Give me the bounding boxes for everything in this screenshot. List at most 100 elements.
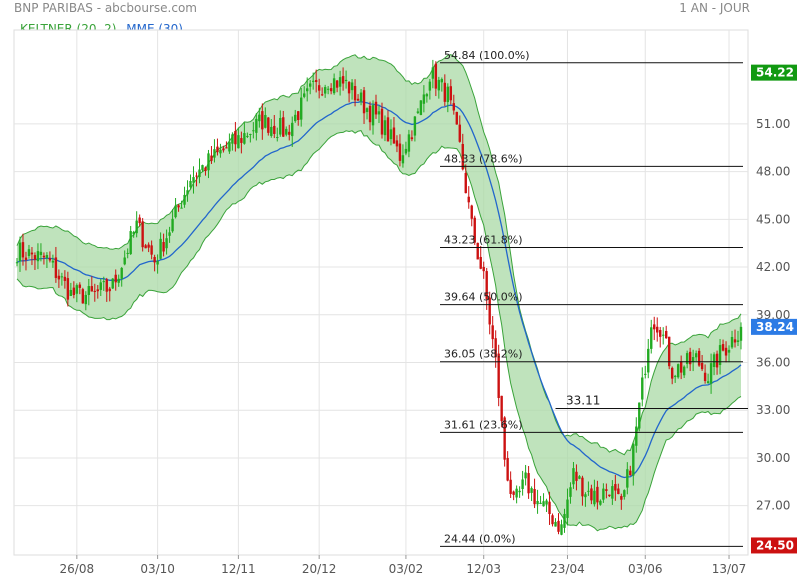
candle-body [264, 114, 267, 128]
fib-label: 36.05 (38.2%) [444, 348, 523, 361]
candle-body [685, 353, 689, 364]
candle-body [171, 218, 174, 232]
candle-body [285, 128, 288, 135]
candle-body [329, 88, 333, 92]
candle-body [57, 275, 61, 280]
candle-body [422, 94, 426, 104]
candle-body [614, 484, 617, 491]
candle-body [458, 124, 461, 142]
candle-body [482, 266, 485, 272]
y-tick-label: 45.00 [756, 212, 790, 226]
candle-body [45, 254, 49, 259]
candle-body [428, 81, 432, 91]
candle-body [117, 278, 120, 283]
candle-body [488, 297, 491, 325]
candle-body [473, 217, 476, 243]
candle-body [533, 489, 536, 505]
candle-body [15, 262, 19, 264]
mme-line [16, 100, 742, 479]
candle-body [297, 111, 300, 120]
candle-body [611, 486, 614, 499]
candle-body [291, 122, 294, 137]
fib-label: 31.61 (23.6%) [444, 418, 523, 431]
candle-body [66, 278, 70, 300]
candle-body [192, 177, 195, 183]
candle-body [156, 261, 159, 265]
candle-body [461, 144, 464, 170]
candle-body [590, 488, 593, 501]
candle-body [270, 126, 273, 136]
candle-body [638, 402, 641, 429]
candle-body [120, 267, 123, 279]
candle-body [261, 111, 264, 130]
candle-body [736, 340, 740, 342]
candle-body [706, 381, 710, 384]
candle-body [308, 83, 312, 87]
candle-body [479, 256, 482, 269]
candle-body [294, 114, 297, 122]
candle-body [258, 114, 261, 122]
candle-body [644, 373, 647, 375]
candle-body [374, 101, 378, 115]
candle-body [518, 490, 521, 493]
candle-body [389, 129, 393, 140]
candle-body [467, 196, 470, 203]
candle-body [69, 289, 73, 296]
candle-body [548, 501, 551, 515]
x-tick-label: 03/10 [140, 562, 175, 576]
candle-body [288, 131, 291, 135]
candle-body [344, 79, 348, 82]
candle-body [620, 496, 623, 500]
candle-body [452, 103, 455, 111]
candle-body [673, 375, 677, 377]
price-badge-last [751, 318, 797, 335]
candle-body [102, 281, 105, 283]
candle-body [416, 111, 420, 113]
candle-body [715, 353, 719, 368]
candle-body [353, 86, 357, 101]
candle-body [362, 90, 366, 114]
candle-body [632, 444, 635, 476]
y-tick-label: 27.00 [756, 499, 790, 513]
price-badge-label: 38.24 [756, 320, 794, 334]
candle-body [237, 135, 240, 149]
candle-body [455, 111, 458, 125]
candle-body [159, 238, 162, 259]
fib-label: 24.44 (0.0%) [444, 532, 516, 545]
candles [15, 59, 743, 536]
candle-body [557, 520, 560, 532]
candle-body [404, 148, 408, 154]
y-tick-label: 51.00 [756, 117, 790, 131]
candle-body [42, 255, 46, 258]
candle-body [368, 105, 372, 123]
candle-body [87, 286, 91, 295]
candle-body [551, 515, 554, 525]
candle-body [605, 489, 608, 491]
x-tick-label: 20/12 [302, 562, 337, 576]
x-tick-label: 03/02 [389, 562, 424, 576]
price-badge-label: 54.22 [756, 66, 794, 80]
candle-body [667, 336, 671, 367]
candle-body [78, 284, 82, 288]
candle-body [721, 344, 725, 351]
candle-body [527, 473, 530, 494]
candle-body [198, 169, 201, 178]
candle-body [72, 287, 76, 296]
candle-body [111, 278, 114, 289]
candle-body [665, 330, 668, 339]
candle-body [105, 279, 108, 292]
candle-body [204, 167, 207, 171]
candle-body [521, 479, 524, 489]
candle-body [60, 276, 64, 278]
price-badge-low [751, 537, 797, 554]
candle-body [228, 142, 231, 152]
candle-body [18, 242, 22, 262]
candle-body [27, 249, 31, 257]
candle-body [168, 232, 171, 236]
candle-body [338, 77, 342, 87]
candle-body [90, 286, 93, 292]
candle-body [425, 94, 429, 97]
candle-body [617, 488, 620, 495]
